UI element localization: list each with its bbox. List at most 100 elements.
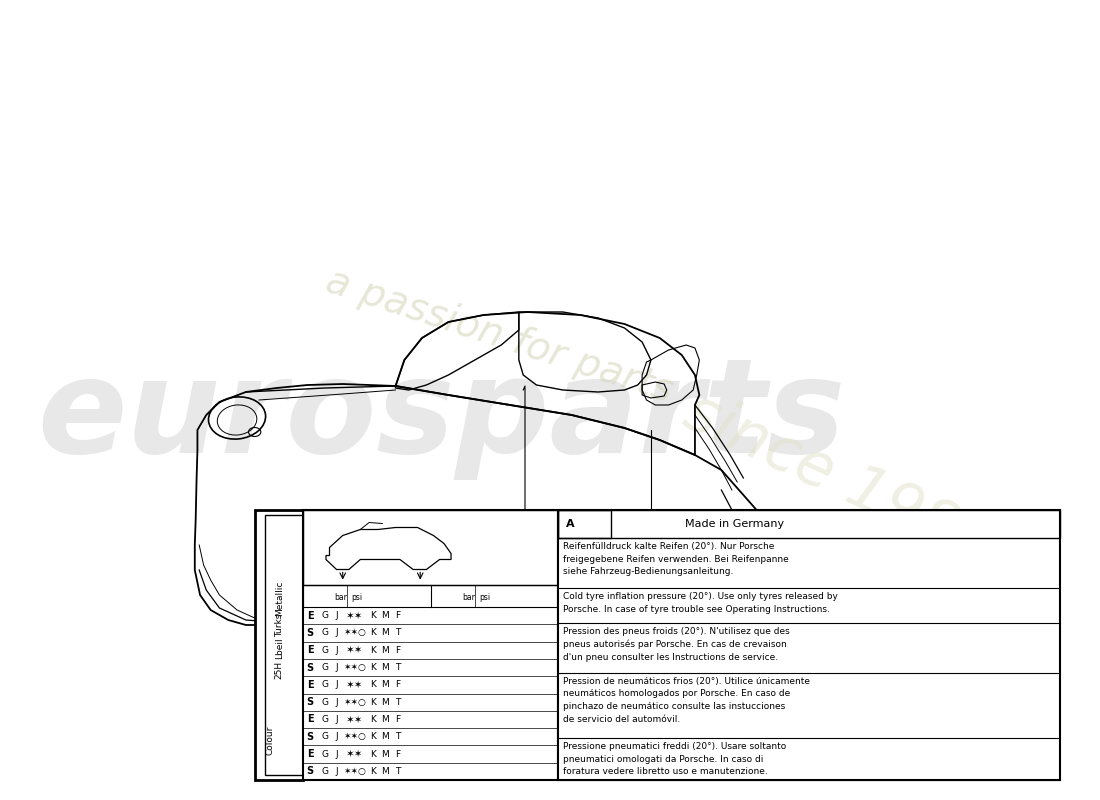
Text: K: K: [371, 750, 376, 758]
Text: E: E: [307, 646, 314, 655]
Text: K: K: [371, 767, 376, 776]
Text: F: F: [395, 750, 400, 758]
Text: M: M: [381, 646, 389, 654]
Text: M: M: [381, 629, 389, 638]
Text: T: T: [395, 698, 400, 706]
Text: K: K: [371, 663, 376, 672]
Text: M: M: [381, 715, 389, 724]
Ellipse shape: [284, 628, 359, 668]
Text: F: F: [395, 646, 400, 654]
Text: Metallic: Metallic: [275, 580, 284, 616]
Text: Pression des pneus froids (20°). N'utilisez que des
pneus autorisés par Porsche.: Pression des pneus froids (20°). N'utili…: [563, 627, 790, 662]
Text: bar: bar: [334, 594, 348, 602]
Text: S: S: [307, 662, 314, 673]
Text: bar: bar: [462, 594, 475, 602]
Text: M: M: [381, 611, 389, 620]
Text: ✶✶○: ✶✶○: [343, 732, 365, 742]
Text: J: J: [336, 750, 338, 758]
Text: ✶✶: ✶✶: [345, 680, 363, 690]
Text: ✶✶: ✶✶: [345, 610, 363, 621]
Bar: [304, 510, 559, 780]
Text: S: S: [307, 766, 314, 776]
Ellipse shape: [491, 602, 618, 667]
Text: G: G: [321, 715, 329, 724]
Text: S: S: [307, 732, 314, 742]
Text: S: S: [307, 628, 314, 638]
Text: J: J: [336, 629, 338, 638]
Text: E: E: [307, 680, 314, 690]
Text: K: K: [371, 732, 376, 742]
Bar: [304, 585, 559, 607]
Text: T: T: [395, 663, 400, 672]
Text: G: G: [321, 629, 329, 638]
Text: M: M: [381, 732, 389, 742]
Text: M: M: [381, 680, 389, 690]
Text: J: J: [336, 715, 338, 724]
Text: eurosparts: eurosparts: [37, 353, 846, 479]
Text: J: J: [336, 611, 338, 620]
Text: J: J: [336, 680, 338, 690]
Ellipse shape: [271, 621, 372, 675]
Text: K: K: [371, 611, 376, 620]
Text: K: K: [371, 629, 376, 638]
Text: F: F: [395, 715, 400, 724]
Text: F: F: [395, 680, 400, 690]
Bar: [559, 510, 612, 538]
Ellipse shape: [497, 615, 612, 675]
Bar: [265, 515, 304, 775]
Text: F: F: [395, 611, 400, 620]
Text: G: G: [321, 767, 329, 776]
Ellipse shape: [264, 610, 378, 670]
Text: ✶✶: ✶✶: [345, 714, 363, 725]
Text: T: T: [395, 732, 400, 742]
Text: G: G: [321, 611, 329, 620]
Text: G: G: [321, 698, 329, 706]
Text: Cold tyre inflation pressure (20°). Use only tyres released by
Porsche. In case : Cold tyre inflation pressure (20°). Use …: [563, 592, 838, 614]
Bar: [559, 510, 1060, 780]
Text: a passion for parts: a passion for parts: [321, 262, 678, 410]
Text: psi: psi: [480, 594, 491, 602]
Text: ✶✶○: ✶✶○: [343, 698, 365, 706]
Text: J: J: [336, 663, 338, 672]
Text: psi: psi: [352, 594, 363, 602]
Text: J: J: [336, 767, 338, 776]
Text: G: G: [321, 663, 329, 672]
Text: since 1985: since 1985: [674, 382, 1002, 578]
Bar: [304, 510, 559, 585]
Text: ✶✶: ✶✶: [345, 749, 363, 759]
Text: E: E: [307, 749, 314, 759]
Text: ✶✶○: ✶✶○: [343, 663, 365, 672]
Text: ✶✶: ✶✶: [345, 646, 363, 655]
Text: J: J: [336, 646, 338, 654]
Text: J: J: [336, 732, 338, 742]
Text: K: K: [371, 680, 376, 690]
Text: M: M: [381, 750, 389, 758]
Text: A: A: [565, 519, 574, 529]
Text: K: K: [371, 646, 376, 654]
Text: G: G: [321, 750, 329, 758]
Text: M: M: [381, 767, 389, 776]
Text: Turks: Turks: [275, 614, 284, 637]
Text: G: G: [321, 732, 329, 742]
Ellipse shape: [513, 623, 596, 667]
Text: 25H: 25H: [275, 661, 284, 679]
Text: M: M: [381, 698, 389, 706]
Text: E: E: [307, 714, 314, 725]
Text: G: G: [321, 646, 329, 654]
Text: S: S: [307, 697, 314, 707]
Text: G: G: [321, 680, 329, 690]
Text: Pressione pneumatici freddi (20°). Usare soltanto
pneumatici omologati da Porsch: Pressione pneumatici freddi (20°). Usare…: [563, 742, 786, 776]
Text: Lbeil: Lbeil: [275, 637, 284, 659]
Bar: [559, 510, 1060, 538]
Text: T: T: [395, 629, 400, 638]
Text: K: K: [371, 715, 376, 724]
Text: K: K: [371, 698, 376, 706]
Bar: [255, 510, 304, 780]
Text: ✶✶○: ✶✶○: [343, 767, 365, 776]
Text: Colour: Colour: [265, 726, 274, 754]
Text: Pression de neumáticos frios (20°). Utilice únicamente
neumáticos homologados po: Pression de neumáticos frios (20°). Util…: [563, 677, 810, 723]
Text: T: T: [395, 767, 400, 776]
Text: Made in Germany: Made in Germany: [685, 519, 784, 529]
Text: M: M: [381, 663, 389, 672]
Text: J: J: [336, 698, 338, 706]
